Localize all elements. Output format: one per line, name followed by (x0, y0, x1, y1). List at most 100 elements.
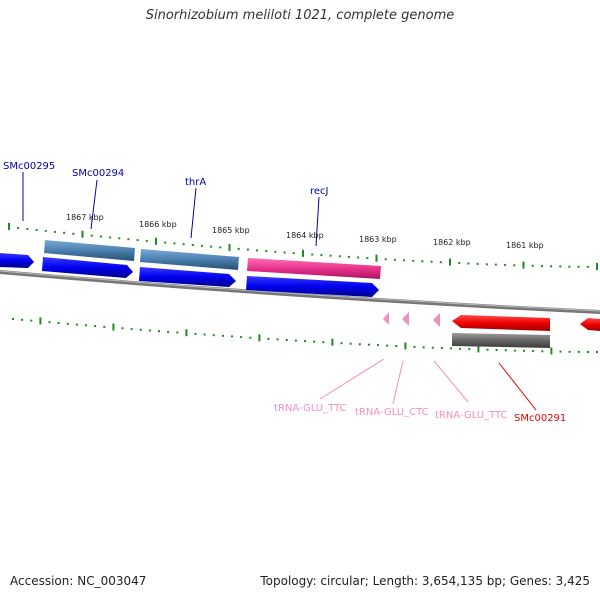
minor-tick (349, 342, 352, 345)
minor-tick (121, 327, 124, 330)
minor-tick (176, 331, 179, 334)
minor-tick (513, 264, 516, 267)
minor-tick (523, 349, 525, 352)
minor-tick (395, 345, 398, 347)
minor-tick (386, 344, 389, 347)
minor-tick (136, 239, 139, 242)
minor-tick (148, 329, 151, 332)
minor-tick (44, 229, 47, 232)
minor-tick (422, 346, 425, 349)
minor-tick (210, 245, 213, 248)
minor-tick (99, 235, 102, 238)
feature-track-reverse (383, 312, 600, 348)
label-thrA[interactable]: thrA (185, 177, 206, 188)
minor-tick (586, 351, 589, 353)
minor-tick (66, 322, 69, 325)
ruler-label-1864: 1864 kbp (286, 231, 324, 240)
minor-tick (450, 347, 452, 350)
minor-tick (139, 328, 142, 331)
leader-trna1 (319, 358, 385, 400)
minor-tick (468, 348, 471, 351)
minor-tick (276, 338, 279, 341)
minor-tick (127, 238, 130, 241)
minor-tick (200, 244, 203, 247)
label-smc00294[interactable]: SMc00294 (72, 168, 124, 179)
ruler-ticks-top (8, 223, 598, 270)
minor-tick (504, 349, 507, 352)
leader-smc00291 (498, 362, 537, 411)
major-tick (155, 237, 157, 245)
minor-tick (274, 250, 277, 253)
cds-recJ[interactable] (246, 276, 379, 297)
minor-tick (267, 337, 270, 340)
minor-tick (531, 264, 534, 267)
minor-tick (421, 260, 424, 263)
major-tick (375, 254, 378, 262)
minor-tick (393, 258, 396, 261)
ruler-label-1861: 1861 kbp (506, 241, 544, 250)
minor-tick (194, 332, 197, 335)
topology-summary: Topology: circular; Length: 3,654,135 bp… (260, 574, 590, 588)
label-trna-glu-ttc-2[interactable]: tRNA-GLU_TTC (435, 410, 508, 421)
minor-tick (486, 348, 489, 351)
ruler-label-1866: 1866 kbp (139, 220, 177, 229)
minor-tick (568, 265, 571, 268)
label-smc00295[interactable]: SMc00295 (3, 161, 55, 172)
cds-smc00291[interactable] (452, 315, 550, 331)
minor-tick (340, 342, 343, 345)
label-recJ[interactable]: recJ (310, 186, 329, 197)
minor-tick (347, 255, 350, 258)
trna-glu-ctc[interactable] (402, 312, 409, 326)
minor-tick (94, 325, 97, 328)
cds-next[interactable] (580, 318, 600, 331)
minor-tick (540, 265, 543, 268)
trna-glu-ttc-2[interactable] (433, 313, 440, 327)
minor-tick (320, 254, 323, 257)
trna-glu-ttc-1[interactable] (383, 312, 389, 325)
minor-tick (17, 227, 20, 229)
minor-tick (577, 350, 580, 353)
major-tick (522, 261, 525, 269)
minor-tick (485, 263, 488, 266)
minor-tick (12, 318, 14, 320)
label-trna-glu-ttc-1[interactable]: tRNA-GLU_TTC (274, 403, 347, 414)
gene-thrA[interactable] (140, 249, 239, 270)
minor-tick (338, 255, 341, 258)
minor-tick (158, 330, 160, 333)
minor-tick (577, 265, 580, 268)
cds-smc00295[interactable] (0, 253, 34, 268)
accession-text: Accession: NC_003047 (10, 574, 147, 588)
minor-tick (256, 249, 259, 252)
cds-smc00294[interactable] (42, 257, 133, 278)
major-tick (331, 338, 334, 346)
minor-tick (90, 234, 93, 237)
minor-tick (182, 243, 185, 246)
minor-tick (439, 261, 442, 264)
ruler-label-1863: 1863 kbp (359, 235, 397, 244)
gene-recJ[interactable] (247, 258, 381, 279)
label-smc00291[interactable]: SMc00291 (514, 413, 566, 424)
minor-tick (85, 324, 87, 327)
cds-thrA[interactable] (139, 267, 236, 287)
minor-tick (495, 349, 498, 351)
major-tick (81, 230, 84, 238)
major-tick (8, 223, 10, 230)
minor-tick (504, 263, 507, 266)
gene-smc00291[interactable] (452, 333, 550, 348)
minor-tick (30, 319, 33, 322)
minor-tick (458, 262, 461, 265)
leader-recJ (315, 196, 320, 247)
gene-smc00294[interactable] (44, 240, 135, 261)
ruler-label-1867: 1867 kbp (66, 213, 104, 222)
minor-tick (118, 237, 121, 240)
minor-tick (586, 265, 589, 268)
label-trna-glu-ctc[interactable]: tRNA-GLU_CTC (355, 407, 429, 418)
minor-tick (72, 232, 75, 235)
minor-tick (237, 247, 240, 250)
minor-tick (403, 259, 406, 262)
major-tick (404, 342, 407, 350)
minor-tick (285, 339, 288, 341)
minor-tick (357, 256, 360, 259)
minor-tick (322, 341, 325, 344)
minor-tick (559, 350, 562, 353)
